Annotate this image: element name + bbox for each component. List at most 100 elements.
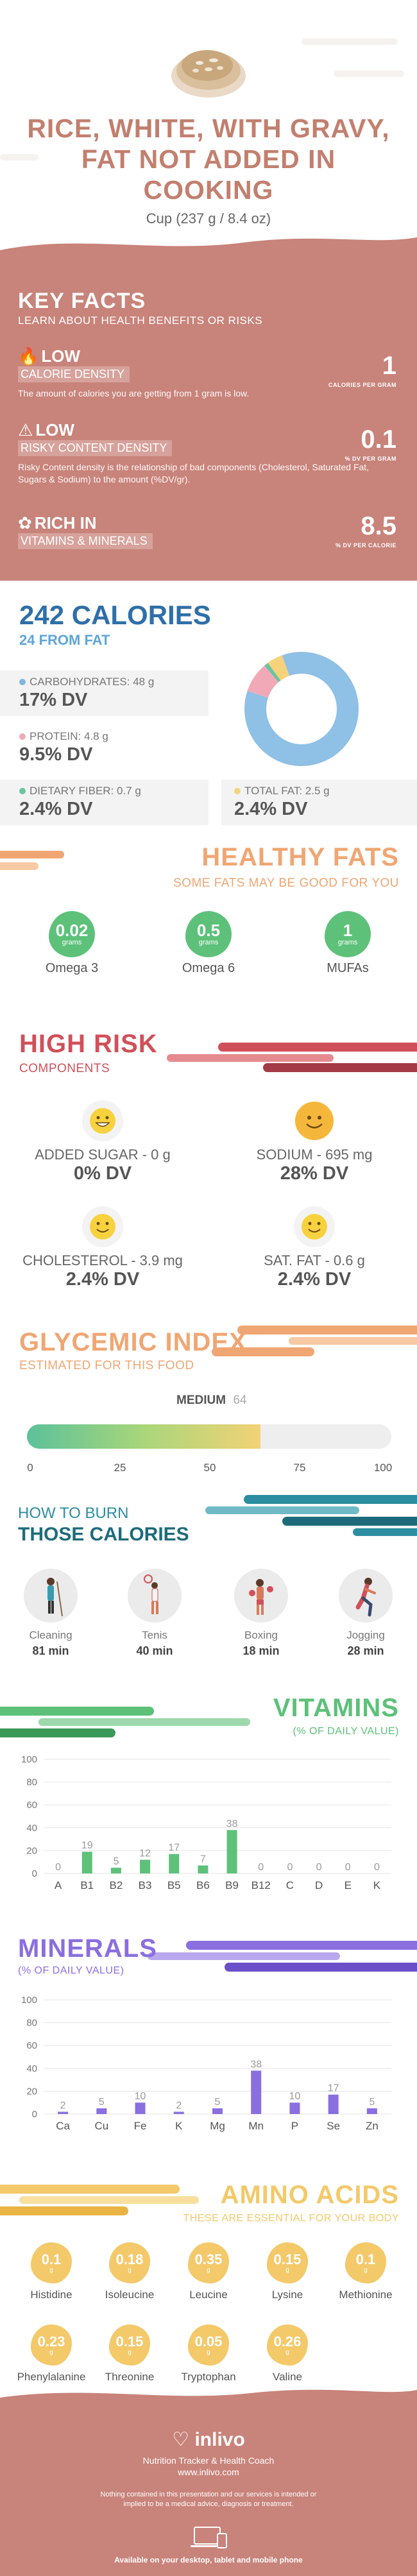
fact-unit: % DV PER CALORIE bbox=[335, 542, 396, 549]
smile-face-icon bbox=[294, 1206, 335, 1247]
risk-sat-fat: SAT. FAT - 0.6 g 2.4% DV bbox=[218, 1206, 411, 1290]
amino-value: 0.15 bbox=[273, 2251, 302, 2267]
x-tick-label: B12 bbox=[251, 1879, 271, 1891]
y-tick-label: 100 bbox=[21, 1754, 37, 1765]
bar-value-label: 0 bbox=[316, 1862, 322, 1873]
nutrient-dv: 9.5% DV bbox=[19, 744, 93, 765]
glycemic-level: MEDIUM bbox=[176, 1394, 226, 1407]
decor-stripes bbox=[148, 1941, 417, 1972]
glycemic-section: GLYCEMIC INDEX ESTIMATED FOR THIS FOOD M… bbox=[0, 1322, 417, 1474]
activity-minutes: 81 min bbox=[32, 1644, 69, 1657]
amino-unit: g bbox=[128, 2348, 132, 2356]
decor-bar bbox=[334, 71, 404, 77]
donut-slice-fiber bbox=[264, 663, 281, 683]
amino-leucine: 0.35 g Leucine bbox=[170, 2242, 247, 2301]
amino-histidine: 0.1 g Histidine bbox=[13, 2242, 90, 2301]
bar-B2 bbox=[110, 1868, 121, 1873]
amino-unit: g bbox=[207, 2266, 210, 2274]
amino-value: 0.1 bbox=[355, 2251, 376, 2267]
x-tick-label: B5 bbox=[167, 1879, 181, 1891]
minerals-section: MINERALS (% OF DAILY VALUE) 100 80 60 40 20 0… bbox=[0, 1928, 417, 2169]
glycemic-bar-fill bbox=[27, 1424, 260, 1449]
bar-value-label: 38 bbox=[226, 1818, 238, 1829]
nutrient-label: PROTEIN: 4.8 g bbox=[30, 730, 108, 742]
x-tick-label: Se bbox=[327, 2120, 340, 2132]
footer-tagline: Nutrition Tracker & Health Coach bbox=[142, 2455, 275, 2466]
serving-size: Cup (237 g / 8.4 oz) bbox=[146, 210, 271, 226]
fact-value: 8.5 bbox=[361, 512, 396, 540]
donut-slice-carbs bbox=[244, 652, 359, 766]
nutrient-fat: TOTAL FAT: 2.5 g 2.4% DV bbox=[221, 780, 417, 825]
bar-B5 bbox=[169, 1854, 180, 1873]
minerals-bar-chart: 100 80 60 40 20 0 2 Ca 5 Cu 10 Fe 2 K 5 Mg 38 Mn 10 P 17 Se 5 Z… bbox=[21, 1995, 391, 2132]
y-tick-label: 100 bbox=[21, 1995, 37, 2006]
activity-minutes: 18 min bbox=[243, 1644, 280, 1657]
high-risk-title: HIGH RISK bbox=[19, 1030, 158, 1058]
bar-value-label: 0 bbox=[55, 1862, 61, 1873]
activity-minutes: 40 min bbox=[136, 1644, 173, 1657]
amino-unit: g bbox=[285, 2348, 289, 2356]
x-tick-label: B1 bbox=[80, 1879, 94, 1891]
legend-dot bbox=[234, 788, 241, 794]
fact-description: The amount of calories you are getting f… bbox=[18, 388, 250, 398]
fat-value: 0.5 bbox=[196, 921, 221, 940]
scale-tick: 0 bbox=[27, 1462, 33, 1474]
fact-unit: % DV PER GRAM bbox=[345, 456, 396, 462]
amino-value: 0.15 bbox=[115, 2333, 144, 2350]
x-tick-label: Fe bbox=[134, 2120, 147, 2132]
macro-donut-chart bbox=[244, 652, 359, 766]
smile-face-icon bbox=[294, 1100, 335, 1141]
fact-value: 0.1 bbox=[361, 425, 396, 454]
amino-value: 0.26 bbox=[273, 2333, 302, 2350]
amino-tryptophan: 0.05 g Tryptophan bbox=[170, 2324, 247, 2384]
bar-Ca bbox=[58, 2111, 69, 2114]
bar-value-label: 2 bbox=[60, 2100, 66, 2111]
bar-value-label: 5 bbox=[99, 2097, 105, 2108]
fact-level: RICH IN bbox=[34, 513, 97, 533]
fat-unit: grams bbox=[62, 939, 82, 946]
nutrient-carbs: CARBOHYDRATES: 48 g 17% DV bbox=[0, 670, 208, 716]
wave-divider bbox=[0, 237, 417, 257]
vitamins-title: VITAMINS bbox=[273, 1694, 399, 1722]
risk-label: CHOLESTEROL - 3.9 mg bbox=[22, 1252, 183, 1268]
y-tick-label: 40 bbox=[26, 1823, 37, 1834]
risk-label: SODIUM - 695 mg bbox=[256, 1147, 373, 1163]
y-tick-label: 20 bbox=[26, 1845, 37, 1856]
amino-value: 0.35 bbox=[194, 2251, 223, 2267]
amino-value: 0.18 bbox=[115, 2251, 144, 2267]
calories-from-fat: 24 FROM FAT bbox=[19, 632, 110, 648]
activity-name: Cleaning bbox=[29, 1629, 72, 1641]
y-tick-label: 80 bbox=[26, 1777, 37, 1788]
healthy-fats-title: HEALTHY FATS bbox=[201, 843, 399, 871]
minerals-title: MINERALS bbox=[18, 1934, 157, 1963]
amino-isoleucine: 0.18 g Isoleucine bbox=[91, 2242, 168, 2301]
tennis-icon bbox=[128, 1569, 182, 1623]
risk-cholesterol: CHOLESTEROL - 3.9 mg 2.4% DV bbox=[6, 1206, 199, 1290]
legend-dot bbox=[19, 679, 26, 685]
bar-Zn bbox=[366, 2108, 377, 2114]
bar-value-label: 17 bbox=[168, 1843, 180, 1854]
decor-stripes bbox=[0, 2185, 199, 2215]
bar-Fe bbox=[135, 2103, 146, 2114]
nutrient-fiber: DIETARY FIBER: 0.7 g 2.4% DV bbox=[0, 780, 208, 825]
x-tick-label: P bbox=[291, 2120, 298, 2132]
bar-value-label: 10 bbox=[289, 2091, 301, 2102]
fat-unit: grams bbox=[198, 939, 219, 946]
amino-unit: g bbox=[49, 2348, 53, 2356]
nutrient-label: TOTAL FAT: 2.5 g bbox=[244, 785, 330, 797]
x-tick-label: C bbox=[286, 1879, 294, 1891]
warning-icon: ⚠ bbox=[18, 420, 33, 439]
footer-disclaimer: Nothing contained in this presentation a… bbox=[100, 2491, 317, 2508]
risk-dv: 2.4% DV bbox=[65, 1269, 140, 1290]
bar-Se bbox=[328, 2094, 339, 2114]
footer-url[interactable]: www.inlivo.com bbox=[178, 2467, 239, 2477]
bar-value-label: 5 bbox=[369, 2097, 375, 2108]
activity-tennis: Tenis 40 min bbox=[119, 1569, 190, 1658]
decor-stripes bbox=[212, 1326, 417, 1356]
fat-name: Omega 6 bbox=[182, 961, 235, 975]
x-tick-label: Mn bbox=[248, 2120, 264, 2132]
risk-sodium: SODIUM - 695 mg 28% DV bbox=[218, 1100, 411, 1184]
x-tick-label: Mg bbox=[210, 2120, 225, 2132]
risk-dv: 0% DV bbox=[73, 1163, 132, 1184]
bar-value-label: 5 bbox=[215, 2097, 221, 2108]
